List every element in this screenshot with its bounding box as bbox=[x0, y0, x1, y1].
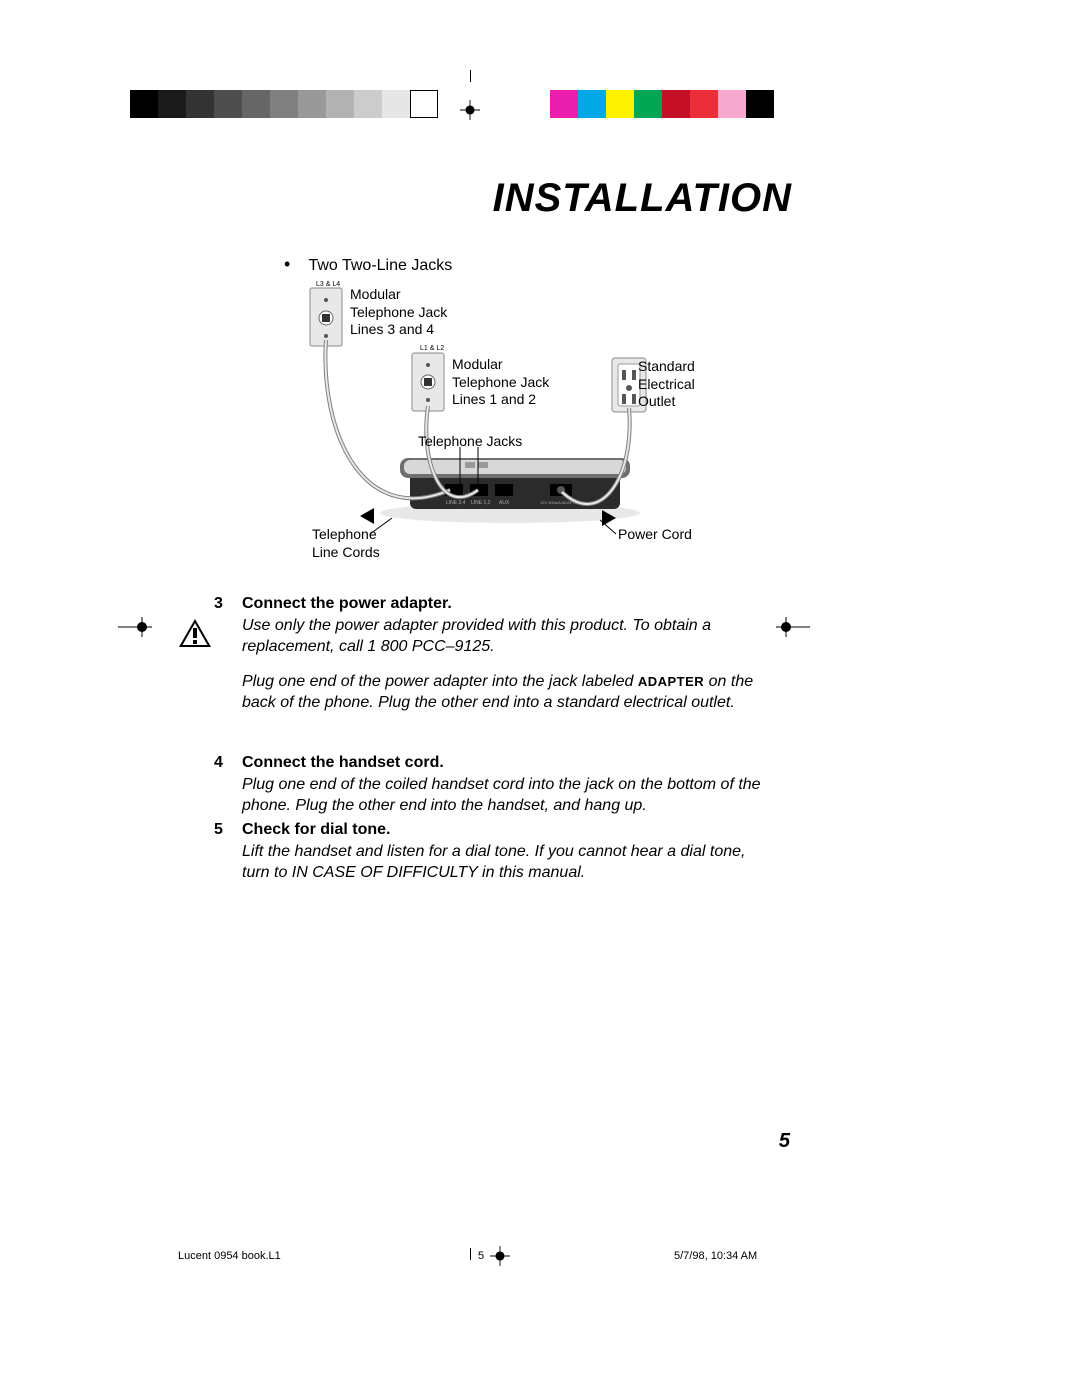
swatch bbox=[718, 90, 746, 118]
registration-mark-footer bbox=[490, 1246, 510, 1266]
step-body: Use only the power adapter provided with… bbox=[242, 616, 762, 658]
swatch bbox=[214, 90, 242, 118]
swatch bbox=[578, 90, 606, 118]
label-line-cords: Telephone Line Cords bbox=[312, 526, 380, 561]
bullet-two-line-jacks: • Two Two-Line Jacks bbox=[284, 254, 452, 275]
swatch bbox=[690, 90, 718, 118]
crop-frame bbox=[120, 70, 840, 1260]
step-body: Lift the handset and listen for a dial t… bbox=[242, 842, 762, 884]
footer-mid: 5 bbox=[478, 1246, 510, 1266]
label-power-cord: Power Cord bbox=[618, 526, 692, 544]
adapter-label: ADAPTER bbox=[638, 674, 704, 689]
swatch bbox=[410, 90, 438, 118]
swatch bbox=[746, 90, 774, 118]
swatch bbox=[270, 90, 298, 118]
colorbar-grayscale bbox=[130, 90, 438, 118]
step-number: 3 bbox=[214, 594, 223, 615]
footer-timestamp: 5/7/98, 10:34 AM bbox=[674, 1250, 757, 1262]
step-body: Plug one end of the power adapter into t… bbox=[242, 672, 762, 714]
footer-page: 5 bbox=[478, 1250, 484, 1262]
swatch bbox=[662, 90, 690, 118]
registration-mark-left bbox=[118, 615, 178, 645]
svg-text:AUX: AUX bbox=[499, 500, 510, 506]
step-body: Plug one end of the coiled handset cord … bbox=[242, 775, 762, 817]
swatch bbox=[354, 90, 382, 118]
registration-mark-top bbox=[455, 100, 485, 120]
warning-icon bbox=[178, 618, 212, 653]
swatch bbox=[606, 90, 634, 118]
connection-diagram: L3 & L4 L1 & L2 Modular Telephone Jack L… bbox=[300, 278, 750, 578]
colorbar-color bbox=[550, 90, 774, 118]
page-title: INSTALLATION bbox=[493, 176, 792, 221]
step-title: Connect the power adapter. bbox=[242, 594, 452, 615]
page: INSTALLATION • Two Two-Line Jacks L3 & L… bbox=[0, 0, 1080, 1397]
label-electrical-outlet: Standard Electrical Outlet bbox=[638, 358, 695, 411]
svg-text:LINE 1,2: LINE 1,2 bbox=[471, 500, 491, 506]
label-telephone-jacks: Telephone Jacks bbox=[418, 433, 522, 451]
footer-filename: Lucent 0954 book.L1 bbox=[178, 1250, 281, 1262]
swatch bbox=[382, 90, 410, 118]
swatch bbox=[242, 90, 270, 118]
page-number: 5 bbox=[779, 1130, 790, 1153]
swatch bbox=[298, 90, 326, 118]
svg-text:LINE 3,4: LINE 3,4 bbox=[446, 500, 466, 506]
step-number: 5 bbox=[214, 820, 223, 841]
swatch bbox=[550, 90, 578, 118]
step-body-pre: Plug one end of the power adapter into t… bbox=[242, 673, 638, 690]
jack-label-l3l4: L3 & L4 bbox=[316, 281, 340, 288]
swatch bbox=[634, 90, 662, 118]
bullet-text: Two Two-Line Jacks bbox=[308, 257, 452, 274]
label-modular-jack-34: Modular Telephone Jack Lines 3 and 4 bbox=[350, 286, 447, 339]
label-modular-jack-12: Modular Telephone Jack Lines 1 and 2 bbox=[452, 356, 549, 409]
swatch bbox=[326, 90, 354, 118]
bullet-icon: • bbox=[284, 254, 290, 274]
step-title: Connect the handset cord. bbox=[242, 753, 444, 774]
swatch bbox=[158, 90, 186, 118]
swatch bbox=[186, 90, 214, 118]
swatch bbox=[130, 90, 158, 118]
registration-mark-right bbox=[770, 615, 830, 645]
print-footer: Lucent 0954 book.L1 5 5/7/98, 10:34 AM bbox=[178, 1250, 778, 1262]
step-number: 4 bbox=[214, 753, 223, 774]
jack-label-l1l2: L1 & L2 bbox=[420, 345, 444, 352]
step-title: Check for dial tone. bbox=[242, 820, 390, 841]
